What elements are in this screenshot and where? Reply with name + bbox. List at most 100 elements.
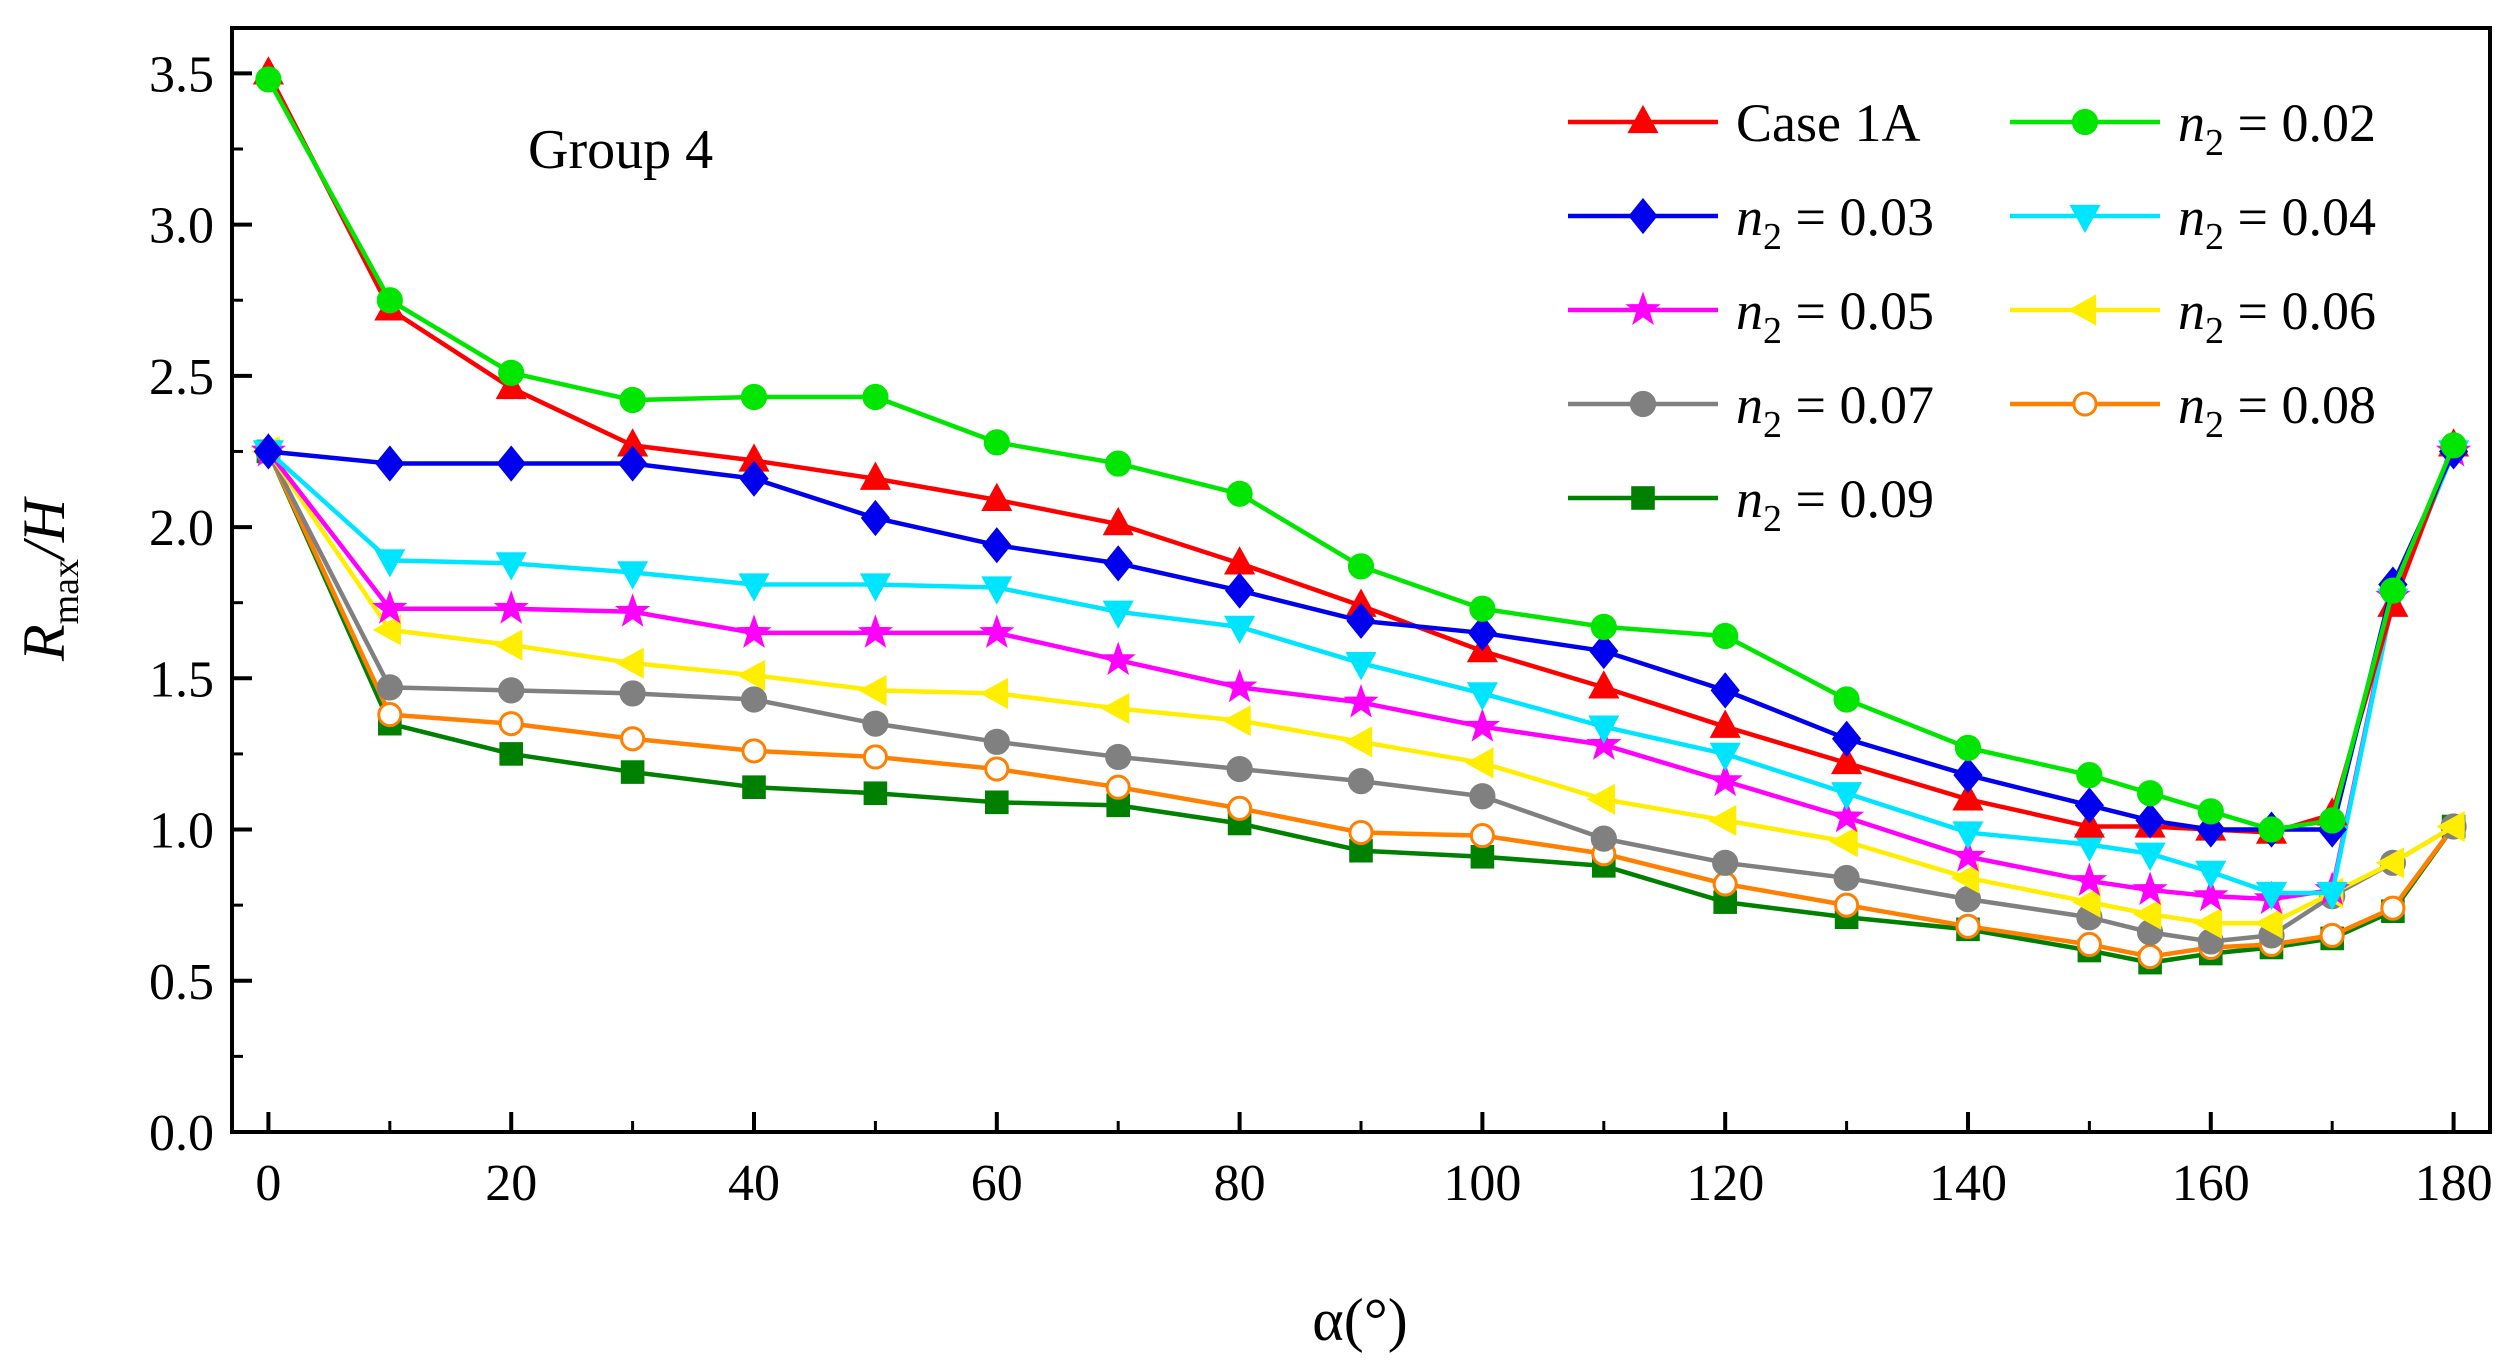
x-tick-label: 0 (255, 1155, 281, 1212)
legend-entry-n2-0-07: n2 = 0.07 (1568, 375, 1934, 446)
data-point (377, 702, 403, 728)
data-point (620, 760, 645, 784)
legend-marker (2071, 108, 2099, 136)
data-point (376, 287, 403, 314)
data-point (496, 445, 526, 482)
data-point (1347, 768, 1375, 795)
data-point (2319, 807, 2346, 834)
legend-label: n2 = 0.04 (2178, 187, 2376, 258)
data-point (1952, 782, 1984, 811)
data-point (1226, 480, 1253, 507)
data-point (374, 549, 406, 578)
data-point (2134, 842, 2166, 871)
data-point (1586, 783, 1615, 815)
data-point (742, 775, 766, 799)
data-point (1469, 823, 1495, 849)
data-point (1100, 641, 1136, 676)
data-point (1950, 862, 1980, 894)
data-point (984, 756, 1010, 782)
y-tick-label: 0.5 (149, 954, 214, 1011)
data-point (620, 726, 646, 752)
legend-label: n2 = 0.09 (1736, 469, 1934, 540)
legend-label-var: n (2178, 375, 2205, 435)
data-point (2440, 432, 2467, 459)
data-point (2135, 802, 2165, 839)
data-point (2076, 931, 2102, 958)
data-point (860, 499, 891, 537)
data-point (376, 674, 403, 701)
data-point (863, 781, 888, 806)
series-n2-0-02 (255, 66, 2467, 843)
data-point (741, 738, 767, 764)
data-point (494, 629, 523, 661)
data-point (2132, 871, 2168, 906)
legend-label: n2 = 0.06 (2178, 281, 2376, 352)
data-point (983, 728, 1010, 755)
group-annotation: Group 4 (528, 119, 713, 181)
legend-entry-n2-0-06: n2 = 0.06 (2010, 281, 2376, 352)
data-point (2380, 895, 2406, 921)
x-tick-label: 100 (1443, 1155, 1521, 1212)
legend-label-value: = 0.02 (2224, 93, 2376, 153)
legend-marker (2069, 204, 2101, 234)
y-axis-title-main: R (11, 624, 77, 662)
legend-label-value: = 0.05 (1782, 281, 1934, 341)
legend-entry-n2-0-09: n2 = 0.09 (1568, 469, 1934, 540)
legend-label-sub: 2 (2205, 404, 2224, 446)
data-point (1465, 747, 1494, 779)
data-point (2193, 877, 2229, 912)
legend-marker (1627, 104, 1659, 134)
legend-marker (1625, 291, 1661, 325)
data-point (2375, 847, 2405, 879)
data-point (1707, 762, 1743, 797)
legend-label-value: = 0.07 (1782, 375, 1934, 435)
data-point (2137, 944, 2163, 970)
data-point (495, 552, 527, 581)
data-point (1469, 595, 1496, 622)
data-point (2074, 787, 2105, 824)
data-point (253, 433, 284, 470)
data-point (1105, 774, 1131, 800)
data-point (858, 674, 887, 706)
data-point (1834, 892, 1860, 918)
legend-label: n2 = 0.02 (2178, 93, 2376, 164)
series-n2-0-09-line (266, 450, 2456, 965)
data-point (498, 711, 524, 737)
y-tick-label: 2.5 (149, 349, 214, 406)
data-point (615, 647, 644, 679)
x-axis-title: α(°) (1312, 1287, 1407, 1353)
data-point (1589, 632, 1619, 670)
y-tick-label: 3.5 (149, 46, 214, 103)
legend-label: n2 = 0.08 (2178, 375, 2376, 446)
legend-marker (1628, 197, 1658, 235)
data-point (1831, 720, 1862, 757)
data-point (1588, 670, 1620, 699)
data-point (1954, 734, 1982, 761)
data-point (255, 66, 282, 93)
data-point (983, 429, 1010, 456)
legend-label-value: = 0.04 (2224, 187, 2376, 247)
data-point (862, 710, 889, 737)
legend-label: n2 = 0.03 (1736, 187, 1934, 258)
data-point (862, 744, 888, 770)
data-point (862, 383, 889, 411)
data-point (1221, 668, 1258, 703)
data-point (1950, 838, 1986, 872)
series-layer (250, 56, 2472, 975)
data-point (498, 359, 525, 386)
series-n2-0-07-line (266, 450, 2455, 944)
data-point (372, 614, 401, 646)
series-n2-0-08-line (266, 450, 2456, 959)
y-tick-label: 0.0 (149, 1105, 214, 1162)
data-point (1347, 553, 1375, 580)
x-tick-label: 80 (1214, 1155, 1266, 1212)
data-point (740, 383, 768, 411)
x-tick-label: 160 (2172, 1155, 2250, 1212)
y-axis-title-rest: /H (11, 495, 77, 562)
data-point (979, 677, 1008, 709)
data-point (1467, 614, 1498, 652)
data-point (859, 461, 891, 490)
series-n2-0-06 (251, 435, 2465, 939)
data-point (2136, 780, 2164, 807)
